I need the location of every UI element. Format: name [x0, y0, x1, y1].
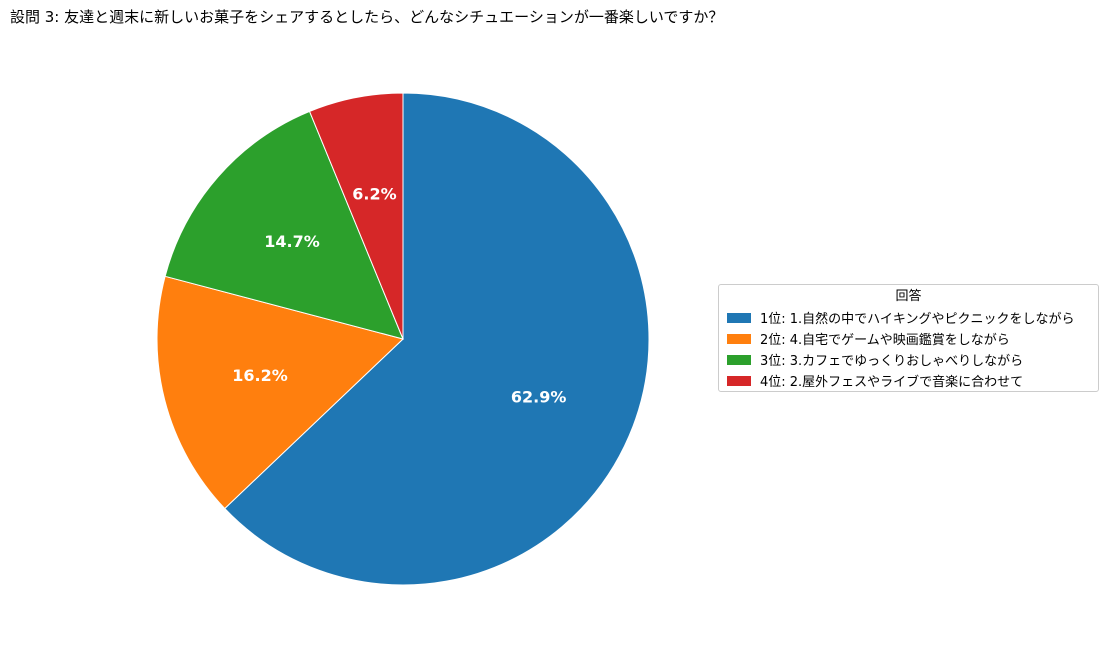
legend: 回答 1位: 1.自然の中でハイキングやピクニックをしながら 2位: 4.自宅で… [718, 284, 1099, 392]
chart-title: 設問 3: 友達と週末に新しいお菓子をシェアするとしたら、どんなシチュエーション… [10, 8, 724, 26]
pie-label-2: 16.2% [232, 366, 288, 385]
pie-label-4: 6.2% [352, 185, 396, 204]
pie-slice-3 [164, 110, 404, 340]
legend-swatch-1 [727, 312, 751, 323]
pie-label-3: 14.7% [264, 232, 320, 251]
legend-swatch-2 [727, 333, 751, 344]
legend-entry-1: 1位: 1.自然の中でハイキングやピクニックをしながら [727, 307, 1090, 328]
legend-swatch-3 [727, 354, 751, 365]
legend-entry-3: 3位: 3.カフェでゆっくりおしゃべりしながら [727, 349, 1090, 370]
legend-entry-4: 4位: 2.屋外フェスやライブで音楽に合わせて [727, 370, 1090, 391]
pie-slice-2 [156, 275, 404, 510]
legend-label-2: 2位: 4.自宅でゲームや映画鑑賞をしながら [760, 333, 1010, 348]
pie-slice-1 [224, 92, 650, 586]
pie-slice-4 [308, 92, 404, 340]
pie-label-1: 62.9% [511, 388, 567, 407]
pie-labels: 62.9% 16.2% 14.7% 6.2% [232, 185, 566, 407]
legend-title: 回答 [895, 289, 922, 304]
legend-swatch-4 [727, 375, 751, 386]
pie-slices [156, 92, 650, 586]
legend-entry-2: 2位: 4.自宅でゲームや映画鑑賞をしながら [727, 328, 1090, 349]
legend-label-1: 1位: 1.自然の中でハイキングやピクニックをしながら [760, 312, 1075, 327]
legend-label-4: 4位: 2.屋外フェスやライブで音楽に合わせて [760, 375, 1024, 390]
legend-label-3: 3位: 3.カフェでゆっくりおしゃべりしながら [760, 354, 1024, 369]
